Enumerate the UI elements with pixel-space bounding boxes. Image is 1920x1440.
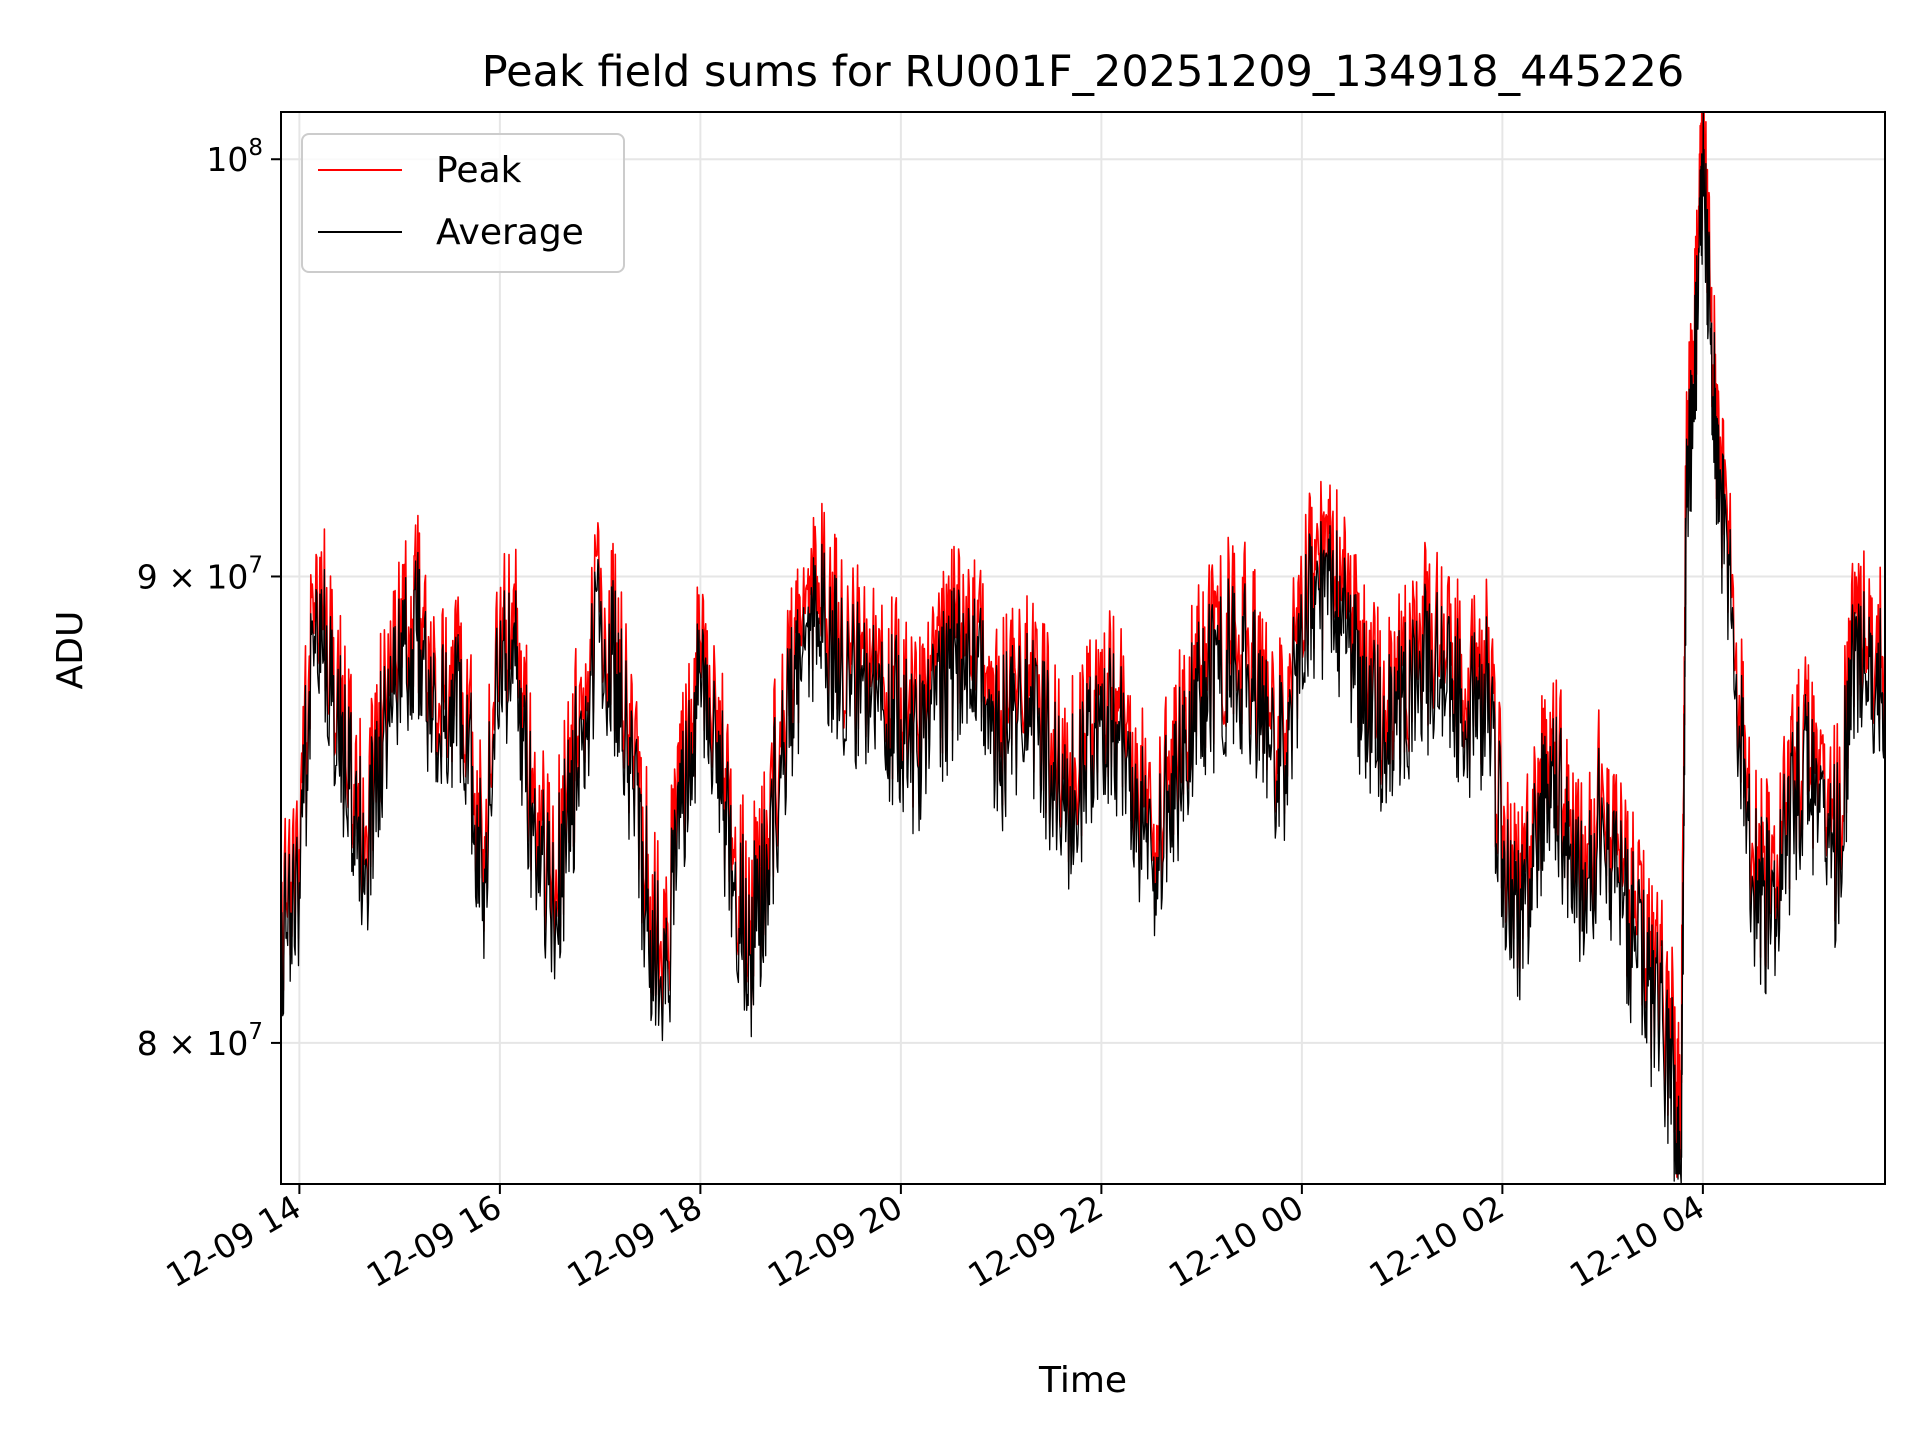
legend-box bbox=[301, 133, 625, 273]
legend: Peak Average bbox=[301, 133, 625, 273]
series-line-average bbox=[281, 112, 1885, 1184]
y-tick-label: 108 bbox=[206, 135, 263, 179]
y-tick-label: 9 × 107 bbox=[137, 552, 263, 596]
y-axis-label: ADU bbox=[50, 611, 91, 690]
chart-title: Peak field sums for RU001F_20251209_1349… bbox=[482, 47, 1684, 97]
x-axis-label: Time bbox=[1038, 1360, 1127, 1401]
legend-label-average: Average bbox=[436, 212, 584, 253]
plot-frame bbox=[280, 111, 1886, 1185]
plot-series bbox=[281, 112, 1885, 1184]
legend-label-peak: Peak bbox=[436, 150, 522, 191]
y-tick-label: 8 × 107 bbox=[137, 1019, 263, 1063]
y-axis: 8 × 107 9 × 107 108 bbox=[137, 135, 281, 1063]
